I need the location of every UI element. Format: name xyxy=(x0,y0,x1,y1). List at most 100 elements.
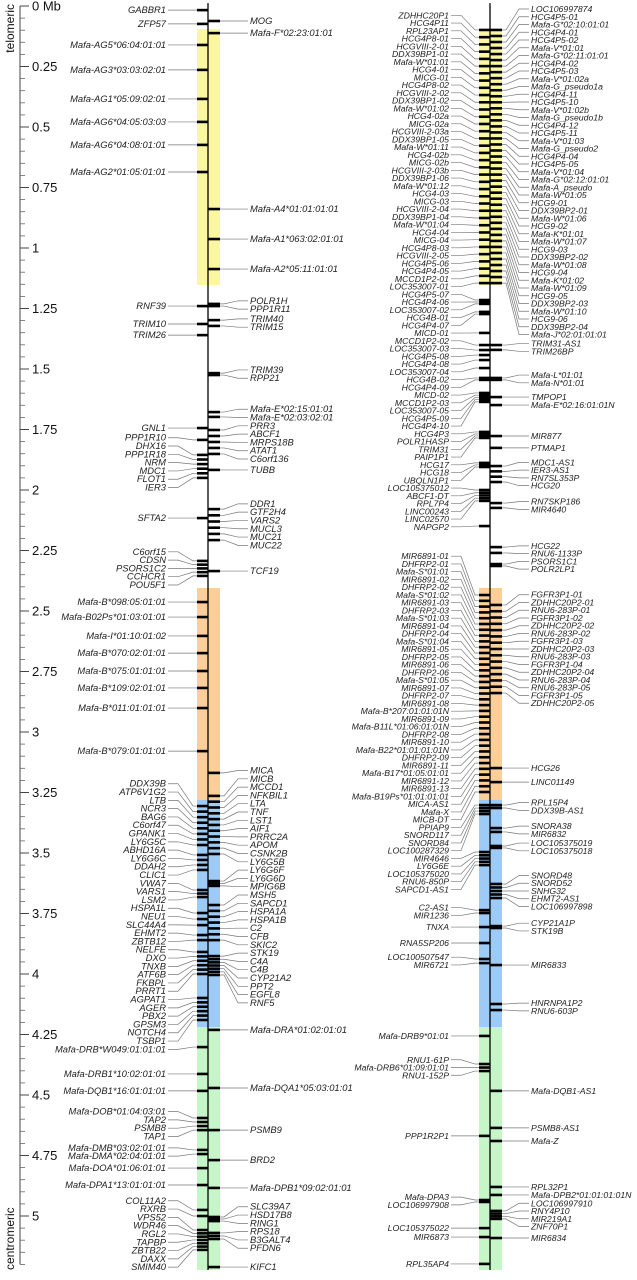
gene-block xyxy=(197,68,208,72)
gene-connector xyxy=(451,563,479,602)
gene-block xyxy=(490,672,502,676)
gene-label: Mafa-DPA1*13:01:01:01 xyxy=(65,1179,166,1190)
gene-label: POLR1HASP xyxy=(397,437,449,447)
gene-label: HSPA1L xyxy=(131,902,166,913)
gene-connector xyxy=(451,785,479,813)
gene-label: RNF5 xyxy=(250,997,275,1008)
gene-marker: Mafa-K*01:01 xyxy=(490,203,584,239)
gene-block xyxy=(197,1018,208,1022)
gene-block xyxy=(197,868,208,872)
gene-label: RNA5SP206 xyxy=(400,938,449,948)
gene-label: HCGVIII-2-02 xyxy=(396,88,449,98)
gene-label: HCG4P5-02 xyxy=(531,35,578,45)
gene-block xyxy=(490,131,502,134)
gene-connector xyxy=(451,275,479,280)
gene-marker: MIR877 xyxy=(490,431,563,441)
gene-marker: FGFR3P1-04 xyxy=(490,659,583,669)
gene-marker: HCG4P5-10 xyxy=(490,97,578,107)
gene-marker: Mafa-DRB*W049:01:01:01 xyxy=(55,1043,208,1054)
gene-marker: LOC353007-01 xyxy=(390,282,490,292)
gene-label: Mafa-G_pseudo1a xyxy=(531,82,603,92)
gene-label: Mafa-G_pseudo1b xyxy=(531,113,603,123)
gene-connector xyxy=(168,1125,197,1129)
gene-connector xyxy=(451,303,479,311)
gene-label: LOC105375020 xyxy=(388,869,450,879)
gene-label: POU5F1 xyxy=(130,579,166,590)
gene-marker: Mafa-DPA3 xyxy=(405,1192,490,1202)
gene-connector xyxy=(451,138,479,147)
gene-connector xyxy=(220,520,248,522)
gene-marker: MRPS18B xyxy=(208,436,294,447)
gene-marker: HCG4P4-11 xyxy=(490,89,578,99)
gene-marker: PSORS1C1 xyxy=(490,556,578,566)
gene-connector xyxy=(502,673,529,681)
gene-label: SFTA2 xyxy=(138,512,167,523)
gene-label: RN7SKP186 xyxy=(531,497,580,507)
gene-block xyxy=(197,843,208,847)
gene-marker: BRD2 xyxy=(208,1154,276,1165)
gene-connector xyxy=(168,1217,197,1231)
gene-marker: STK19 xyxy=(208,947,279,958)
gene-block xyxy=(208,532,220,536)
gene-label: Mafa-DPA3 xyxy=(405,1192,449,1202)
gene-block xyxy=(490,64,502,68)
gene-connector xyxy=(220,1214,248,1220)
gene-connector xyxy=(451,84,479,96)
gene-block xyxy=(479,216,490,220)
gene-label: SNORD52 xyxy=(531,878,572,888)
gene-connector xyxy=(220,786,248,803)
gene-block xyxy=(479,122,490,126)
gene-marker: ZBTB22 xyxy=(131,1241,208,1256)
gene-connector xyxy=(220,847,248,854)
gene-block xyxy=(208,921,220,924)
gene-block xyxy=(479,941,490,945)
gene-block xyxy=(197,1183,208,1187)
gene-connector xyxy=(502,276,529,328)
gene-label: NCR3 xyxy=(140,803,166,814)
gene-block xyxy=(479,245,490,249)
gene-label: BRD2 xyxy=(250,1154,276,1165)
gene-marker: MDC1 xyxy=(139,465,208,476)
gene-block xyxy=(479,463,490,467)
gene-marker: MIR6833 xyxy=(490,960,566,970)
gene-block xyxy=(479,461,490,465)
gene-label: HCG4P5-11 xyxy=(531,128,578,138)
gene-marker: HCG4-03 xyxy=(412,189,490,199)
gene-marker: Mafa-V*01:04 xyxy=(490,155,584,177)
gene-label: HCG4P4-11 xyxy=(531,89,578,99)
gene-label: VPS52 xyxy=(137,1211,167,1222)
gene-marker: MIR4640 xyxy=(490,504,566,514)
gene-connector xyxy=(220,958,248,962)
gene-block xyxy=(479,957,490,961)
gene-marker: MICD-02 xyxy=(414,390,490,400)
gene-block xyxy=(208,1215,220,1219)
gene-block xyxy=(479,173,490,176)
gene-marker: Mafa-DRA*01:02:01:01 xyxy=(208,1024,347,1035)
centromeric-label: centromeric xyxy=(3,1207,17,1270)
gene-label: RNU6-283P-01 xyxy=(531,605,591,615)
gene-block xyxy=(197,917,208,921)
gene-connector xyxy=(502,234,529,273)
gene-block xyxy=(490,1214,502,1218)
gene-connector xyxy=(451,53,479,67)
gene-label: MIR6891-02 xyxy=(401,574,449,584)
gene-block xyxy=(490,963,502,967)
gene-block xyxy=(197,938,208,942)
gene-marker: HCG4P4-10 xyxy=(402,400,490,431)
gene-label: DHFRP2-04 xyxy=(402,629,449,639)
gene-block xyxy=(479,100,490,104)
gene-label: SNHG32 xyxy=(531,886,566,896)
gene-marker: PRRC2A xyxy=(208,831,288,842)
gene-block xyxy=(479,348,490,352)
gene-marker: DDX39B-AS1 xyxy=(490,805,584,815)
gene-block xyxy=(208,1265,220,1269)
gene-block xyxy=(208,903,220,907)
gene-connector xyxy=(168,551,197,562)
gene-marker: TCF19 xyxy=(208,565,279,576)
gene-label: HCG17 xyxy=(420,460,450,470)
gene-connector xyxy=(220,795,248,808)
gene-label: Mafa-W*01:02 xyxy=(393,103,449,113)
gene-block xyxy=(479,166,490,169)
gene-label: Mafa-B*098:05:01:01 xyxy=(77,596,166,607)
gene-marker: MICG-04 xyxy=(414,235,490,245)
